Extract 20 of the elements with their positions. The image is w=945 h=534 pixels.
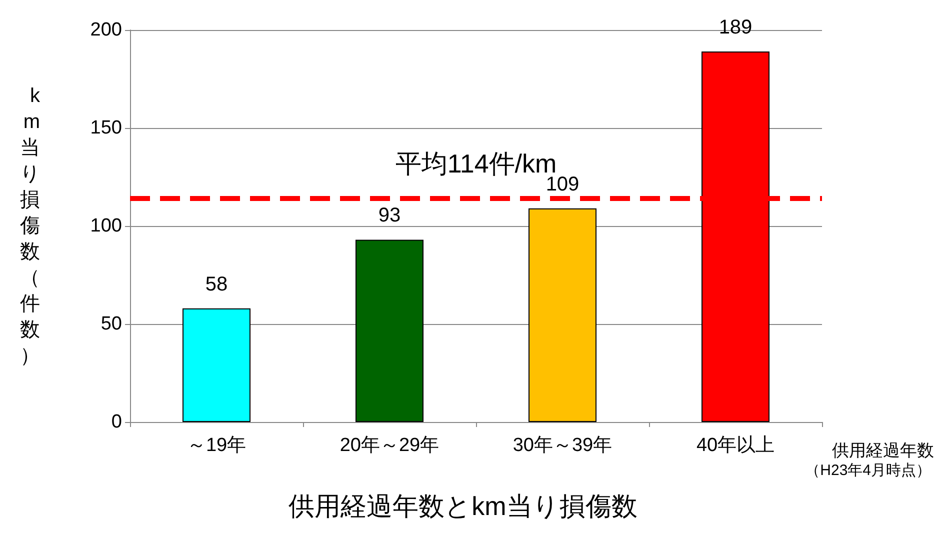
data-label: 93 [378, 204, 401, 227]
x-tick-label: ～19年 [186, 435, 246, 456]
data-label: 109 [546, 173, 580, 196]
y-tick-label: 100 [90, 216, 122, 236]
text: 供用経過年数とkm当り損傷数 [288, 491, 638, 521]
data-label: 58 [205, 273, 228, 296]
text: （H23年4月時点） [805, 462, 931, 479]
text: km当り損傷数（件数） [20, 85, 40, 367]
data-label: 189 [718, 16, 752, 39]
y-tick-label: 0 [111, 412, 122, 432]
y-tick-label: 50 [100, 314, 122, 334]
x-axis-title: 供用経過年数 [832, 441, 934, 460]
y-tick-label: 150 [90, 118, 122, 138]
bar [528, 208, 596, 422]
y-tick-label: 200 [90, 20, 122, 40]
x-tick-label: 30年～39年 [512, 435, 612, 456]
x-tick-label: 20年～29年 [340, 435, 440, 456]
bar [182, 308, 250, 422]
bar [356, 240, 424, 422]
x-tick-label: 40年以上 [696, 435, 775, 456]
